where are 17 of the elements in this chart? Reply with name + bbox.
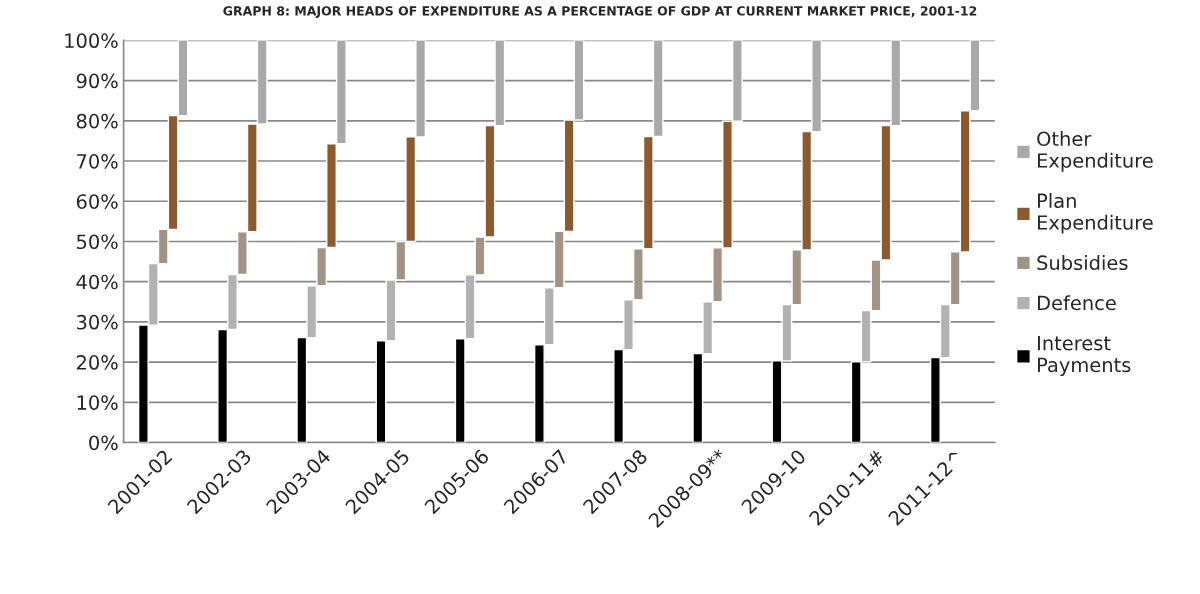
y-tick-label: 80% [76, 113, 118, 129]
y-tick-label: 30% [77, 314, 118, 330]
y-tick-label: 60% [76, 194, 118, 209]
y-tick-label: 0% [89, 435, 118, 451]
y-tick-label: 100% [65, 33, 118, 49]
y-tick-label: 40% [76, 274, 118, 290]
y-tick-label: 50% [77, 234, 118, 250]
legend-label: Plan Expenditure [1038, 193, 1153, 234]
y-tick-label: 20% [76, 355, 118, 370]
legend-label: Defence [1038, 295, 1116, 311]
y-tick-label: 70% [77, 153, 118, 169]
legend-label: Other Expenditure [1037, 131, 1153, 172]
y-tick-label: 10% [77, 395, 118, 410]
legend-label: Subsidies [1037, 255, 1128, 271]
y-tick-label: 90% [76, 73, 118, 89]
legend-label: Interest Payments [1038, 336, 1131, 377]
chart-title: GRAPH 8: MAJOR HEADS OF EXPENDITURE AS A PERCENTAGE OF GDP AT CURRENT MARKET PRICE, 2001-12 [223, 6, 977, 18]
